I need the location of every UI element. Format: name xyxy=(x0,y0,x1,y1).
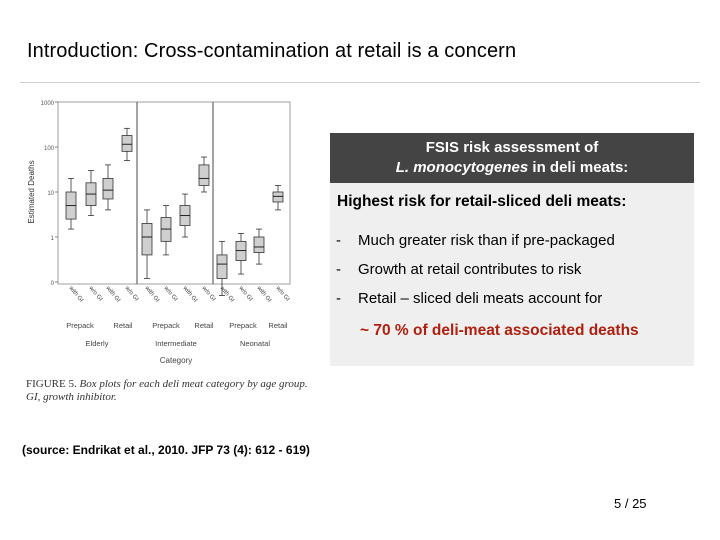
x-box-label: with GI xyxy=(143,285,160,304)
x-category-label: Retail xyxy=(194,321,214,330)
x-category-label: Retail xyxy=(268,321,288,330)
box-plot xyxy=(65,178,77,230)
x-box-label: w/o GI xyxy=(123,285,140,303)
box-plot xyxy=(198,156,210,193)
bullet-item: - Much greater risk than if pre-packaged xyxy=(336,232,615,249)
page-number: 5 / 25 xyxy=(614,496,647,511)
panel-subhead: Highest risk for retail-sliced deli meat… xyxy=(337,193,627,210)
bullet-dash: - xyxy=(336,290,341,307)
y-tick-label: 1 xyxy=(51,236,55,242)
x-box-label: w/o GI xyxy=(200,285,217,303)
y-tick-label: 0 xyxy=(51,281,55,287)
bullet-text: Growth at retail contributes to risk xyxy=(358,261,582,278)
plot-frame xyxy=(57,101,291,285)
info-panel: FSIS risk assessment of L. monocytogenes… xyxy=(330,133,694,366)
x-category-label: Prepack xyxy=(152,321,180,330)
box-plot xyxy=(235,233,247,275)
box-plot xyxy=(253,228,265,265)
x-category-label: Retail xyxy=(113,321,133,330)
x-axis-label: Category xyxy=(160,356,192,365)
box-plot xyxy=(121,127,133,161)
source-note: (source: Endrikat et al., 2010. JFP 73 (… xyxy=(22,443,310,457)
x-box-label: with GI xyxy=(181,285,198,304)
x-box-label: with GI xyxy=(104,285,121,304)
plot-area xyxy=(57,101,291,285)
box-plot xyxy=(216,240,228,296)
x-box-label: w/o GI xyxy=(87,285,104,303)
box-iqr xyxy=(102,178,114,200)
x-axis: with GI w/o GI with GI w/o GI with GI w/o GI w… xyxy=(66,285,290,365)
box-iqr xyxy=(121,135,133,152)
y-tick-label: 1000 xyxy=(41,101,55,107)
x-category-label: Prepack xyxy=(229,321,257,330)
x-box-label: w/o GI xyxy=(162,285,179,303)
y-tick-label: 100 xyxy=(44,146,55,152)
box-plot xyxy=(141,209,153,279)
box-plot xyxy=(85,170,97,216)
figure-caption-text: Box plots for each deli meat category by… xyxy=(76,378,308,390)
title-divider xyxy=(20,82,700,83)
bullet-text: Much greater risk than if pre-packaged xyxy=(358,232,615,249)
y-axis-label: Estimated Deaths xyxy=(27,160,36,223)
box-iqr xyxy=(198,164,210,186)
bullet-dash: - xyxy=(336,232,341,249)
figure-caption-text-2: GI, growth inhibitor. xyxy=(26,391,117,403)
panel-header-line-2: L. monocytogenes in deli meats: xyxy=(330,158,694,178)
x-box-label: w/o GI xyxy=(237,285,254,303)
figure-caption: FIGURE 5. Box plots for each deli meat c… xyxy=(26,378,308,404)
box-plot xyxy=(272,185,284,211)
bullet-dash: - xyxy=(336,261,341,278)
box-plot xyxy=(179,193,191,238)
panel-header-line-1: FSIS risk assessment of xyxy=(425,139,599,156)
bullet-item: - Retail – sliced deli meats account for xyxy=(336,290,602,307)
box-iqr xyxy=(272,191,284,203)
x-box-label: with GI xyxy=(218,285,235,304)
box-iqr xyxy=(253,236,265,254)
x-category-label: Prepack xyxy=(66,321,94,330)
boxes xyxy=(65,127,284,296)
x-group-label: Neonatal xyxy=(240,339,270,348)
box-plot xyxy=(160,205,172,256)
x-box-label: w/o GI xyxy=(274,285,291,303)
panel-header-rest: in deli meats: xyxy=(528,159,629,176)
x-box-label: with GI xyxy=(255,285,272,304)
x-box-label: with GI xyxy=(67,285,84,304)
figure-caption-label: FIGURE 5. xyxy=(26,378,77,390)
panel-header: FSIS risk assessment of L. monocytogenes… xyxy=(330,133,694,183)
panel-header-species: L. monocytogenes xyxy=(395,159,529,176)
highlight-statement: ~ 70 % of deli-meat associated deaths xyxy=(360,322,639,339)
box-iqr xyxy=(141,223,153,256)
slide-title: Introduction: Cross-contamination at ret… xyxy=(27,40,517,62)
x-group-label: Elderly xyxy=(86,339,109,348)
box-plot xyxy=(102,164,114,211)
y-tick-label: 10 xyxy=(47,191,54,197)
box-iqr xyxy=(216,254,228,279)
bullet-item: - Growth at retail contributes to risk xyxy=(336,261,581,278)
bullet-text: Retail – sliced deli meats account for xyxy=(358,290,603,307)
x-group-label: Intermediate xyxy=(155,339,197,348)
